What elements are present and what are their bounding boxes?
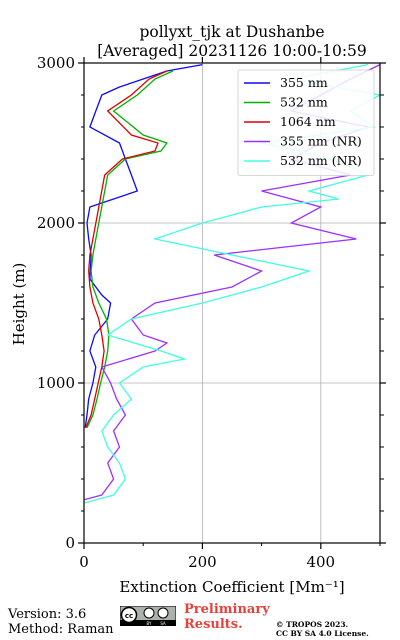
- legend-label-3: 355 nm (NR): [280, 134, 362, 149]
- cc-badge-by: BY: [147, 621, 153, 626]
- axes: 0 1000 2000 3000 0 200 400: [37, 54, 386, 571]
- x-tick-label-0: 0: [79, 553, 89, 571]
- legend-label-2: 1064 nm: [280, 114, 336, 129]
- copyright-line-2: CC BY SA 4.0 License.: [276, 629, 369, 638]
- chart-title-line-2: [Averaged] 20231126 10:00-10:59: [97, 42, 367, 60]
- y-tick-label-2: 2000: [37, 214, 75, 232]
- legend-label-0: 355 nm: [280, 75, 328, 90]
- series-line-0: [84, 63, 203, 428]
- legend-label-1: 532 nm: [280, 95, 328, 110]
- legend-label-4: 532 nm (NR): [280, 153, 362, 168]
- y-axis-label: Height (m): [10, 263, 28, 346]
- version-text: Version: 3.6: [8, 607, 87, 622]
- legend-box: [237, 69, 375, 176]
- copyright-line-1: © TROPOS 2023.: [276, 620, 349, 629]
- y-tick-label-3: 3000: [37, 54, 75, 72]
- cc-badge-label: cc: [125, 612, 133, 620]
- chart-title-line-1: pollyxt_tjk at Dushanbe: [139, 23, 324, 41]
- cc-badge-sa: SA: [160, 621, 166, 626]
- plot-frame: [83, 62, 381, 544]
- y-tick-label-0: 0: [65, 534, 75, 552]
- x-tick-label-1: 200: [188, 553, 217, 571]
- copyright-notice: © TROPOS 2023. CC BY SA 4.0 License.: [276, 620, 369, 638]
- preliminary-notice: Preliminary Results.: [184, 602, 270, 632]
- x-tick-label-2: 400: [306, 553, 335, 571]
- cc-license-badge: cc BY SA: [120, 606, 176, 626]
- series-line-1: [86, 70, 174, 429]
- y-tick-label-1: 1000: [37, 374, 75, 392]
- method-text: Method: Raman: [8, 622, 114, 637]
- series-line-2: [85, 70, 168, 429]
- preliminary-line-2: Results.: [184, 617, 243, 632]
- x-axis-label: Extinction Coefficient [Mm⁻¹]: [119, 578, 344, 596]
- legend: 355 nm 532 nm 1064 nm 355 nm (NR) 532 nm (NR…: [237, 69, 375, 176]
- preliminary-line-1: Preliminary: [184, 602, 270, 617]
